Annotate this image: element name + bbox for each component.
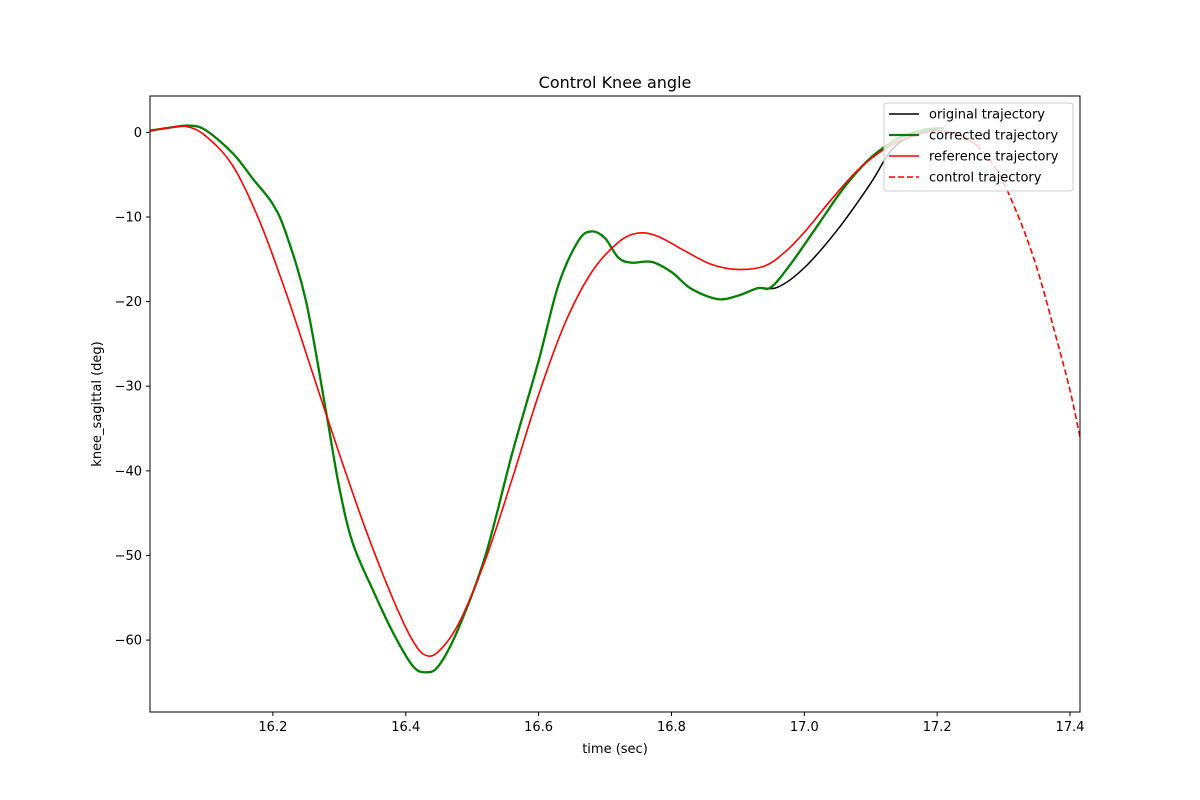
y-tick-label: −50: [115, 549, 142, 564]
series-line-reference-trajectory: [150, 125, 978, 657]
x-tick-label: 16.4: [391, 720, 420, 735]
plot-frame: [149, 95, 1081, 713]
series-line-corrected-trajectory: [150, 124, 944, 674]
legend-label: corrected trajectory: [929, 129, 1058, 144]
legend-label: control trajectory: [929, 171, 1042, 186]
series-line-original-trajectory: [150, 124, 938, 673]
y-tick-label: −20: [115, 295, 142, 310]
legend-label: reference trajectory: [929, 150, 1059, 165]
x-axis-label: time (sec): [582, 742, 648, 757]
legend: original trajectory corrected trajectory r…: [883, 102, 1074, 192]
x-axis: 16.2 16.4 16.6 16.8 17.0 17.2 17.4: [258, 712, 1085, 735]
chart-title: Control Knee angle: [539, 73, 692, 92]
x-tick-label: 16.6: [524, 720, 553, 735]
x-tick-label: 16.2: [258, 720, 287, 735]
y-tick-label: −10: [115, 211, 142, 226]
series-layer: [150, 124, 1080, 674]
y-tick-label: −40: [115, 464, 142, 479]
x-tick-label: 17.0: [790, 720, 819, 735]
x-tick-label: 17.4: [1056, 720, 1085, 735]
legend-box: [883, 102, 1074, 192]
y-tick-label: −30: [115, 380, 142, 395]
x-tick-label: 17.2: [923, 720, 952, 735]
y-tick-label: 0: [134, 126, 142, 141]
y-axis-label: knee_sagittal (deg): [90, 341, 105, 466]
legend-label: original trajectory: [929, 108, 1045, 123]
y-axis: 0 −10 −20 −30 −40 −50 −60: [115, 126, 150, 649]
x-tick-label: 16.8: [657, 720, 686, 735]
y-tick-label: −60: [115, 634, 142, 649]
